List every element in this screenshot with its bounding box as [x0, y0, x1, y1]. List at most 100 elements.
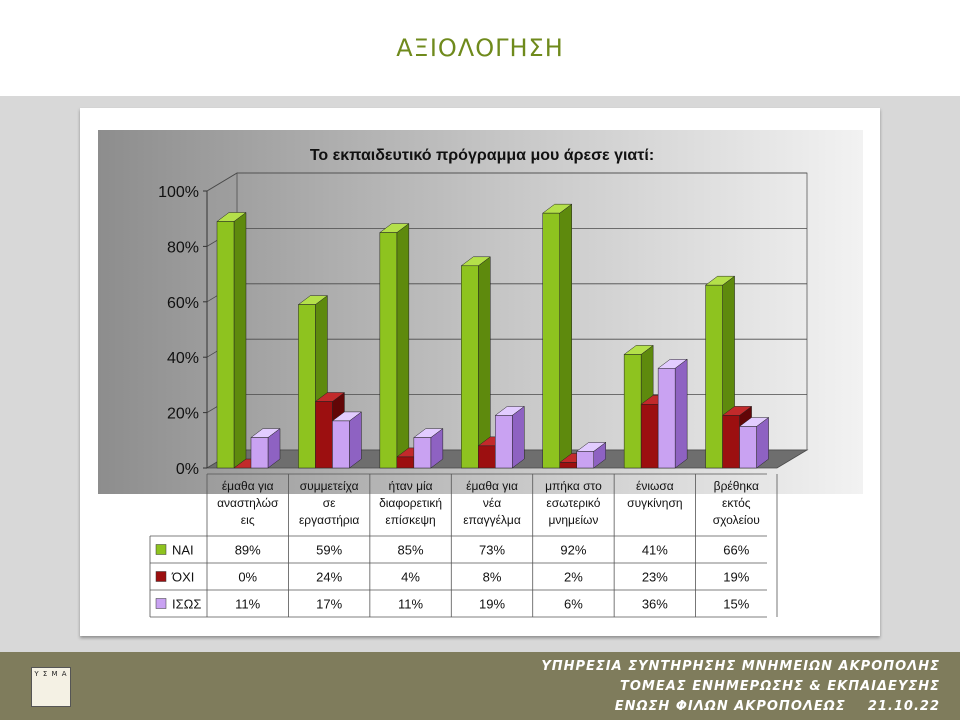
- data-table-value: 8%: [483, 570, 502, 585]
- data-table-value: 0%: [238, 570, 257, 585]
- bar-3-6: [657, 358, 688, 469]
- data-table-value: 19%: [723, 570, 749, 585]
- data-table-value: 89%: [235, 543, 261, 558]
- x-tick-label: ήταν μία διαφορετική επίσκεψη: [379, 479, 442, 527]
- x-tick-label-line: έμαθα για: [466, 479, 518, 493]
- legend-swatch: [155, 598, 167, 609]
- y-tick-label: 0%: [176, 461, 199, 478]
- data-table-value: 59%: [316, 543, 342, 558]
- bar-1-3: [379, 223, 410, 469]
- bar-front: [315, 401, 333, 469]
- bar-3-1: [250, 428, 281, 469]
- bar-3-5: [575, 441, 607, 469]
- footer-bar: [0, 652, 960, 720]
- organization-logo: Υ Σ Μ Α: [31, 667, 71, 707]
- x-tick-label-line: επαγγέλμα: [463, 513, 521, 527]
- bar-front: [478, 445, 496, 469]
- footer-line-2: ΤΟΜΕΑΣ ΕΝΗΜΕΡΩΣΗΣ & ΕΚΠΑΙΔΕΥΣΗΣ: [620, 679, 940, 694]
- data-table-value: 15%: [723, 597, 749, 612]
- bar-front: [542, 212, 560, 469]
- bar-front: [332, 420, 350, 469]
- x-tick-label-line: μνημείων: [548, 513, 598, 527]
- data-table-value: 73%: [479, 543, 505, 558]
- x-tick-label-line: εργαστήρια: [299, 513, 359, 527]
- chart-panel: Το εκπαιδευτικό πρόγραμμα μου άρεσε γιατ…: [80, 108, 880, 636]
- x-tick-label: έμαθα για αναστηλώσ εις: [217, 479, 279, 527]
- x-tick-label-line: διαφορετική: [379, 496, 442, 510]
- bar-front: [379, 232, 398, 469]
- data-table-value: 24%: [316, 570, 342, 585]
- bar-front: [623, 354, 642, 469]
- bar-3-3: [413, 428, 444, 469]
- bar-front: [495, 415, 513, 469]
- bar-front: [640, 404, 659, 469]
- bar-1-4: [460, 256, 492, 469]
- bar-front: [216, 221, 235, 469]
- x-tick-label: ένιωσα συγκίνηση: [627, 479, 682, 510]
- data-table-value: 11%: [235, 597, 260, 612]
- bar-side: [233, 211, 247, 469]
- data-table-value: 85%: [398, 543, 424, 558]
- x-tick-label-line: εκτός: [722, 496, 751, 510]
- data-table-value: 2%: [564, 570, 583, 585]
- data-table-value: 19%: [479, 597, 505, 612]
- x-tick-label-line: εσωτερικό: [546, 496, 600, 510]
- x-tick-label: συμμετείχα σε εργαστήρια: [299, 479, 359, 527]
- logo-text: Υ Σ Μ Α: [34, 670, 68, 678]
- gridline: [206, 172, 807, 192]
- bar-3-4: [494, 405, 526, 469]
- x-tick-label: μπήκα στο εσωτερικό μνημείων: [545, 479, 602, 527]
- x-tick-label-line: επίσκεψη: [385, 513, 435, 527]
- bar-side: [349, 411, 362, 469]
- x-tick-label-line: εις: [241, 513, 255, 527]
- y-tick-label: 20%: [167, 406, 199, 423]
- data-table-value: 36%: [642, 597, 668, 612]
- x-tick-label-line: ένιωσα: [636, 479, 674, 493]
- bar-front: [576, 451, 594, 469]
- data-table-value: 4%: [401, 570, 420, 585]
- y-tick-label: 60%: [167, 295, 199, 312]
- data-table-value: 23%: [642, 570, 668, 585]
- bar-side: [478, 256, 491, 469]
- bar-1-1: [216, 211, 247, 469]
- footer-line-3: ΕΝΩΣΗ ΦΙΛΩΝ ΑΚΡΟΠΟΛΕΩΣ 21.10.22: [614, 699, 940, 714]
- bar-front: [396, 456, 415, 469]
- y-tick-label: 80%: [167, 239, 199, 256]
- x-tick-label-line: αναστηλώσ: [217, 496, 279, 510]
- x-tick-label-line: έμαθα για: [222, 479, 274, 493]
- bar-1-5: [541, 203, 573, 469]
- bar-front: [705, 284, 723, 469]
- data-table-value: 6%: [564, 597, 583, 612]
- legend-swatch: [155, 544, 167, 555]
- x-tick-label-line: ήταν μία: [389, 479, 433, 493]
- bar-side: [674, 358, 688, 469]
- data-table-value: 66%: [723, 543, 749, 558]
- x-tick-label: βρέθηκα εκτός σχολείου: [713, 479, 760, 527]
- legend-label: ΌΧΙ: [171, 570, 194, 585]
- x-tick-label-line: συμμετείχα: [300, 479, 359, 493]
- bar-3-2: [331, 411, 363, 469]
- data-table-value: 11%: [398, 597, 423, 612]
- legend-label: ΝΑΙ: [172, 543, 194, 558]
- bar-side: [512, 405, 525, 469]
- x-tick-label-line: σε: [323, 496, 336, 510]
- data-table-value: 41%: [642, 543, 668, 558]
- bar-front: [722, 415, 740, 469]
- bar-front: [413, 437, 432, 469]
- bar-side: [396, 223, 410, 469]
- chart: Το εκπαιδευτικό πρόγραμμα μου άρεσε γιατ…: [98, 130, 863, 618]
- x-tick-label: έμαθα για νέα επαγγέλμα: [463, 479, 521, 527]
- bar-1-2: [297, 295, 329, 469]
- bar-front: [298, 304, 316, 469]
- data-table-value: 92%: [560, 543, 586, 558]
- bar-front: [657, 368, 676, 469]
- bar-side: [559, 203, 572, 469]
- bar-front: [559, 462, 577, 469]
- x-tick-label-line: μπήκα στο: [545, 479, 602, 493]
- y-tick-label: 40%: [167, 350, 199, 367]
- legend-label: ΙΣΩΣ: [172, 597, 201, 612]
- bar-front: [250, 437, 269, 469]
- chart-title: Το εκπαιδευτικό πρόγραμμα μου άρεσε γιατ…: [310, 147, 654, 164]
- x-tick-label-line: σχολείου: [713, 513, 760, 527]
- footer-line-1: ΥΠΗΡΕΣΙΑ ΣΥΝΤΗΡΗΣΗΣ ΜΝΗΜΕΙΩΝ ΑΚΡΟΠΟΛΗΣ: [541, 659, 940, 674]
